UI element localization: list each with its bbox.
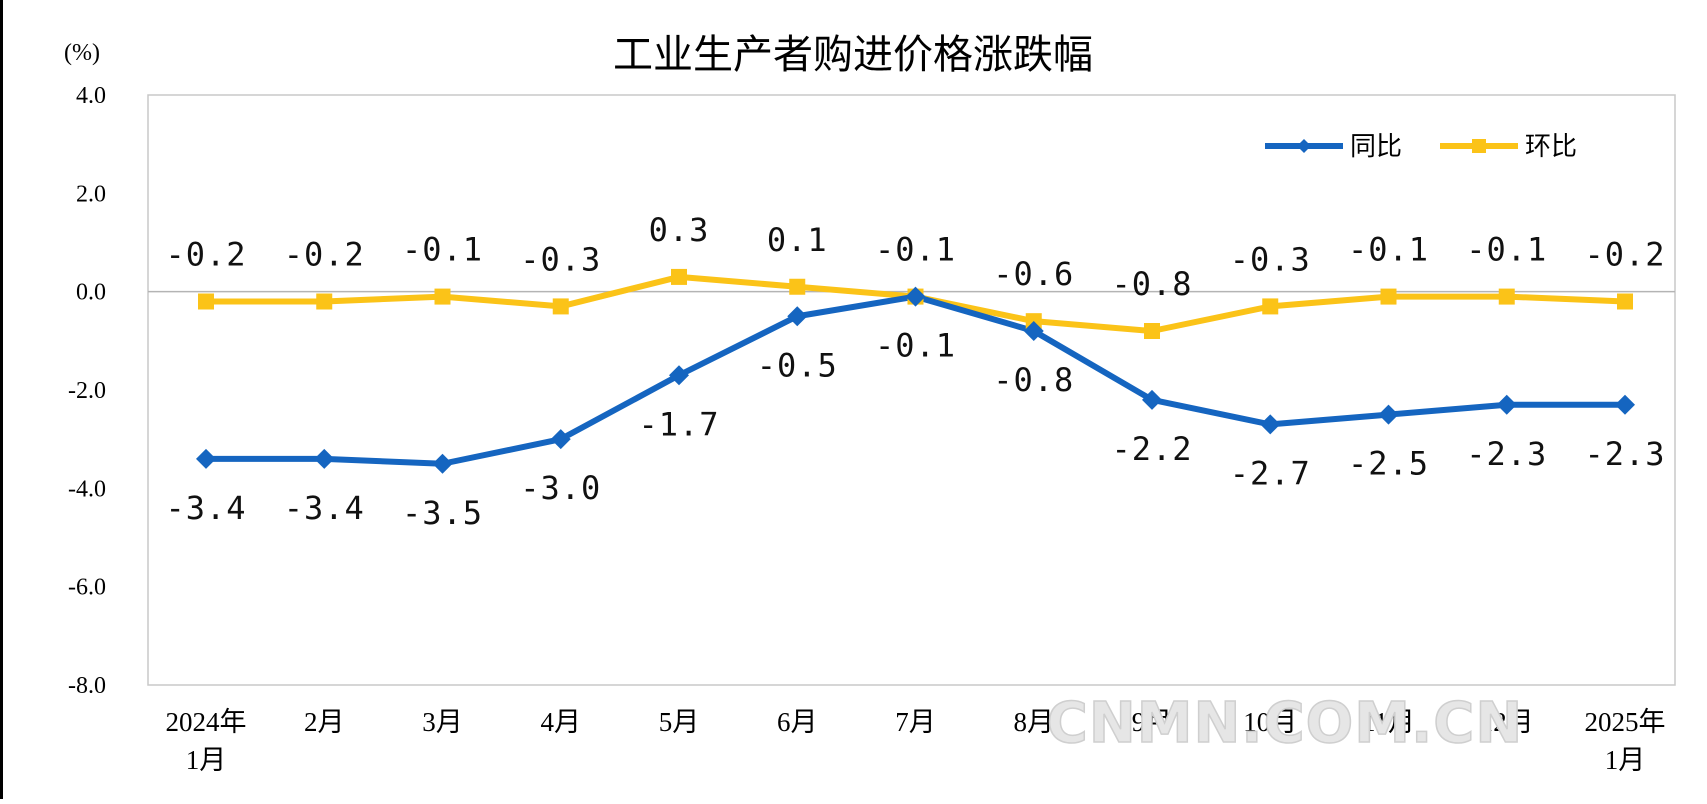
- legend-label-yoy: 同比: [1350, 132, 1402, 162]
- y-tick-label: 4.0: [76, 83, 106, 109]
- x-tick-label: 2024年: [166, 707, 247, 737]
- x-tick-label: 3月: [422, 707, 463, 737]
- data-point-yoy: [669, 365, 689, 386]
- x-tick-label: 5月: [659, 707, 700, 737]
- data-label-yoy: -3.4: [284, 489, 365, 527]
- data-label-yoy: -0.1: [875, 327, 956, 365]
- data-label-mom: -0.1: [1466, 231, 1547, 269]
- chart-title: 工业生产者购进价格涨跌幅: [613, 32, 1093, 78]
- x-tick-label: 8月: [1014, 707, 1055, 737]
- data-point-yoy: [550, 429, 571, 450]
- x-tick-label: 6月: [777, 707, 818, 737]
- data-label-yoy: -2.7: [1230, 454, 1311, 492]
- data-label-mom: -0.2: [1584, 236, 1665, 274]
- x-tick-label: 2025年: [1585, 707, 1666, 737]
- data-point-yoy: [1496, 394, 1517, 415]
- data-point-mom: [789, 278, 806, 295]
- data-label-yoy: -2.5: [1348, 445, 1429, 483]
- watermark: CNMN.COM.CN: [1047, 691, 1524, 756]
- data-label-mom: -0.3: [1230, 240, 1311, 278]
- y-tick-label: -6.0: [68, 575, 106, 601]
- y-tick-label: 2.0: [76, 181, 106, 207]
- x-tick-label: 10月: [1243, 707, 1297, 737]
- y-tick-label: -2.0: [68, 378, 106, 404]
- data-label-mom: -0.2: [165, 236, 246, 274]
- data-point-yoy: [314, 448, 335, 469]
- data-label-yoy: -0.5: [757, 346, 838, 384]
- data-label-yoy: -2.3: [1466, 435, 1547, 473]
- data-labels: -3.4 -3.4 -3.5 -3.0 -1.7 -0.5 -0.1 -0.8 -2.2 -2.7…: [165, 211, 1665, 532]
- data-point-mom: [1262, 298, 1279, 315]
- data-label-yoy: -3.5: [402, 494, 483, 532]
- series-layer: [196, 268, 1635, 474]
- data-label-yoy: -3.0: [520, 469, 601, 507]
- x-tick-label: 9月: [1132, 707, 1173, 737]
- data-label-yoy: -2.3: [1584, 435, 1665, 473]
- data-label-mom: -0.3: [520, 240, 601, 278]
- legend-marker-mom: [1472, 139, 1486, 153]
- data-label-yoy: -2.2: [1111, 430, 1192, 468]
- data-point-mom: [434, 288, 451, 305]
- data-label-mom: -0.1: [875, 231, 956, 269]
- data-point-yoy: [1260, 414, 1281, 435]
- data-point-yoy: [1142, 389, 1162, 410]
- data-point-mom: [671, 268, 687, 285]
- data-label-mom: -0.1: [1348, 231, 1429, 269]
- data-point-yoy: [905, 286, 926, 307]
- data-label-yoy: -3.4: [165, 489, 246, 527]
- data-point-yoy: [1023, 321, 1044, 341]
- y-axis-unit: (%): [64, 40, 100, 66]
- data-label-mom: 0.1: [767, 221, 828, 259]
- legend-label-mom: 环比: [1525, 132, 1577, 162]
- data-point-yoy: [1615, 394, 1635, 415]
- data-point-mom: [1617, 293, 1633, 310]
- x-tick-label: 1月: [1605, 745, 1646, 775]
- data-point-mom: [198, 293, 214, 310]
- legend: 同比 环比: [1265, 132, 1577, 162]
- data-point-yoy: [787, 306, 808, 327]
- x-axis: 2024年 1月 2月 3月 4月 5月 6月 7月 8月 9月 10月 11月 12月 2025年 1月: [166, 707, 1666, 775]
- data-point-yoy: [1378, 404, 1399, 425]
- legend-marker-yoy: [1297, 139, 1311, 153]
- data-label-mom: 0.3: [649, 211, 710, 249]
- x-tick-label: 12月: [1480, 707, 1534, 737]
- plot-area: [147, 94, 1676, 686]
- x-tick-label: 7月: [895, 707, 936, 737]
- y-tick-label: -8.0: [68, 673, 106, 699]
- x-tick-label: 1月: [186, 745, 227, 775]
- data-label-mom: -0.8: [1111, 265, 1192, 303]
- data-point-mom: [316, 293, 333, 310]
- x-tick-label: 2月: [304, 707, 345, 737]
- data-label-mom: -0.6: [993, 255, 1074, 293]
- x-tick-label: 4月: [541, 707, 582, 737]
- y-axis: 4.0 2.0 0.0 -2.0 -4.0 -6.0 -8.0: [68, 83, 106, 699]
- y-tick-label: 0.0: [76, 280, 106, 306]
- data-label-yoy: -0.8: [993, 361, 1074, 399]
- data-point-mom: [1498, 288, 1515, 305]
- data-point-mom: [552, 298, 569, 315]
- data-point-mom: [1144, 323, 1160, 339]
- data-label-mom: -0.2: [284, 236, 365, 274]
- x-tick-label: 11月: [1362, 707, 1415, 737]
- data-point-mom: [1380, 288, 1397, 305]
- y-tick-label: -4.0: [68, 476, 106, 502]
- data-label-yoy: -1.7: [638, 405, 719, 443]
- data-point-yoy: [432, 453, 453, 474]
- data-label-mom: -0.1: [402, 231, 483, 269]
- data-point-yoy: [196, 448, 216, 469]
